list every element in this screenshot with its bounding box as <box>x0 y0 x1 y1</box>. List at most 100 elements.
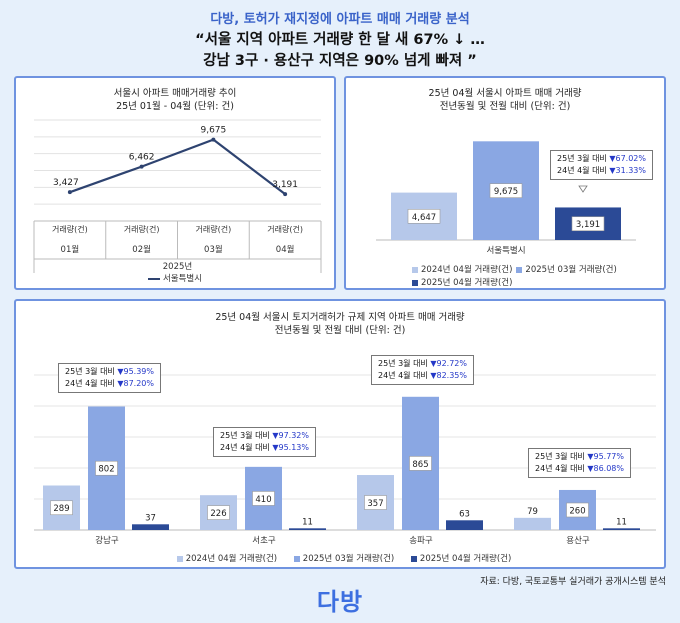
table-header: 거래량(건) <box>124 224 160 234</box>
legend-series-label: 서울특별시 <box>162 274 203 284</box>
bar-chart-districts-panel: 25년 04월 서울시 토지거래허가 규제 지역 아파트 매매 거래량 전년동월… <box>14 299 666 569</box>
bar-value-label: 260 <box>569 506 585 516</box>
bar-value-label: 410 <box>255 495 271 505</box>
legend-swatch-202503 <box>293 555 300 562</box>
chart-title: 25년 04월 서울시 토지거래허가 규제 지역 아파트 매매 거래량 <box>215 312 465 323</box>
bar-label-box <box>95 460 118 476</box>
series-line-seoul <box>69 138 286 196</box>
callout-label: 25년 3월 대비 <box>65 367 118 376</box>
chart-title: 서울시 아파트 매매거래량 추이 <box>113 88 237 99</box>
callout-label: 25년 3월 대비 <box>220 431 273 440</box>
chart-subtitle: 전년동월 및 전월 대비 (단위: 건) <box>274 325 406 336</box>
table-header: 거래량(건) <box>267 224 303 234</box>
bar-value-label: 865 <box>412 460 428 470</box>
data-label: 3,191 <box>272 180 298 190</box>
callout-value: ▼87.20% <box>117 379 154 388</box>
bar-label-box <box>50 500 73 516</box>
callout-value: ▼97.32% <box>272 431 309 440</box>
legend-swatch-202504 <box>410 555 417 562</box>
callout-seoul: 25년 3월 대비 ▼67.02% 24년 4월 대비 ▼31.33% <box>550 150 653 180</box>
chart-subtitle: 전년동월 및 전월 대비 (단위: 건) <box>439 101 571 112</box>
bar-value-label: 3,191 <box>576 220 600 230</box>
bar-value-label: 63 <box>459 509 470 519</box>
bar-chart-districts-svg: 289 802 37 강남구 226 410 11 서초구 357 865 63 송파구 79 260 11… <box>34 374 656 546</box>
bar-value-label: 11 <box>302 517 313 527</box>
bar <box>446 520 483 530</box>
callout-value: ▼67.02% <box>609 154 646 163</box>
header-line-1: 다방, 토허가 재지정에 아파트 매매 거래량 분석 <box>210 12 470 27</box>
bar-label-box <box>566 502 589 518</box>
dabang-logo: 다방 <box>316 588 364 616</box>
legend-row-2: 2025년 04월 거래량(건) <box>404 276 512 288</box>
line-chart-svg: 3,427 6,462 9,675 3,191 거래량(건) 01월 거래량(건) 02월 거래… <box>33 119 322 273</box>
callout-value: ▼95.13% <box>272 443 309 452</box>
bar-value-label: 11 <box>616 517 627 527</box>
callout-seocho: 25년 3월 대비 ▼97.32% 24년 4월 대비 ▼95.13% <box>213 427 316 457</box>
legend-line-swatch <box>147 277 160 280</box>
callout-yongsan: 25년 3월 대비 ▼95.77% 24년 4월 대비 ▼86.08% <box>528 448 631 478</box>
table-header: 거래량(건) <box>52 224 88 234</box>
bar <box>514 517 551 530</box>
callout-label: 24년 4월 대비 <box>557 166 610 175</box>
bar-value-label: 4,647 <box>412 213 436 223</box>
x-tick-label: 송파구 <box>409 536 433 546</box>
bar-value-label: 37 <box>145 513 156 523</box>
data-label: 3,427 <box>53 178 79 188</box>
callout-label: 24년 4월 대비 <box>220 443 273 452</box>
bar-value-label: 226 <box>210 509 226 519</box>
callout-value: ▼95.77% <box>587 452 624 461</box>
callout-value: ▼92.72% <box>430 359 467 368</box>
x-tick-label: 서울특별시 <box>486 245 525 256</box>
data-point <box>211 137 216 142</box>
legend-swatch-2024 <box>412 266 418 273</box>
data-point <box>67 190 72 195</box>
data-point <box>283 192 288 197</box>
legend: 서울특별시 <box>16 272 334 284</box>
legend-label: 2025년 04월 거래량(건) <box>419 554 512 564</box>
bar-value-label: 289 <box>53 504 69 514</box>
callout-value: ▼31.33% <box>609 166 646 175</box>
callout-label: 24년 4월 대비 <box>535 464 588 473</box>
bar-value-label: 9,675 <box>494 187 518 197</box>
table-header: 거래량(건) <box>196 224 232 234</box>
legend-row-1: 2024년 04월 거래량(건) 2025년 03월 거래량(건) <box>404 263 617 275</box>
callout-value: ▼86.08% <box>587 464 624 473</box>
callout-gangnam: 25년 3월 대비 ▼95.39% 24년 4월 대비 ▼87.20% <box>58 363 161 393</box>
callout-label: 25년 3월 대비 <box>535 452 588 461</box>
callout-value: ▼95.39% <box>117 367 154 376</box>
bar-label-box <box>571 216 605 232</box>
data-label: 6,462 <box>129 153 155 163</box>
bar-label-box <box>207 505 230 520</box>
bar-label-box <box>489 183 523 198</box>
callout-songpa: 25년 3월 대비 ▼92.72% 24년 4월 대비 ▼82.35% <box>371 355 474 385</box>
bar-label-box <box>407 209 441 224</box>
chart-subtitle: 25년 01월 - 04월 (단위: 건) <box>116 101 234 112</box>
legend: 2024년 04월 거래량(건) 2025년 03월 거래량(건) 2025년 … <box>16 552 664 564</box>
x-tick-label: 용산구 <box>566 535 590 546</box>
line-chart-panel: 서울시 아파트 매매거래량 추이 25년 01월 - 04월 (단위: 건) 3… <box>14 76 336 290</box>
x-tick-label: 04월 <box>276 244 295 255</box>
x-tick-label: 02월 <box>132 244 151 255</box>
chart-title: 25년 04월 서울시 아파트 매매 거래량 <box>428 88 582 99</box>
legend-label: 2025년 04월 거래량(건) <box>421 278 513 288</box>
x-tick-label: 03월 <box>204 244 223 255</box>
data-point <box>139 164 144 169</box>
callout-pointer <box>578 185 588 193</box>
bar-value-label: 79 <box>527 507 538 517</box>
bar-label-box <box>409 456 432 471</box>
bar-label-box <box>364 495 387 510</box>
year-label: 2025년 <box>163 261 192 272</box>
bar-chart-seoul-panel: 25년 04월 서울시 아파트 매매 거래량 전년동월 및 전월 대비 (단위:… <box>344 76 666 290</box>
x-tick-label: 서초구 <box>252 536 276 546</box>
callout-label: 25년 3월 대비 <box>378 359 431 368</box>
legend-label: 2025년 03월 거래량(건) <box>525 265 617 275</box>
x-tick-label: 01월 <box>61 244 80 255</box>
legend-label: 2025년 03월 거래량(건) <box>302 554 395 564</box>
header-line-2: “서울 지역 아파트 거래량 한 달 새 67% ↓ … <box>195 32 485 48</box>
x-tick-label: 강남구 <box>95 535 119 546</box>
callout-label: 24년 4월 대비 <box>378 371 431 380</box>
bar <box>289 528 326 530</box>
source-note: 자료: 다방, 국토교통부 실거래가 공개시스템 분석 <box>480 577 666 587</box>
bar-value-label: 802 <box>98 465 114 475</box>
legend-swatch-2024 <box>176 555 183 562</box>
